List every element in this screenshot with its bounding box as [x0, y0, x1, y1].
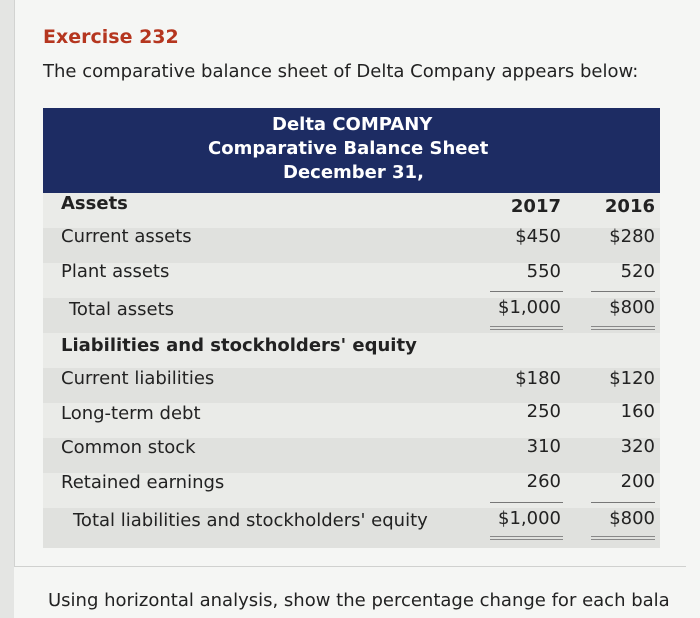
cell-common-stock-2017: 310: [526, 436, 561, 457]
row-label-retained-earnings: Retained earnings: [61, 472, 225, 493]
row-band: [43, 403, 660, 438]
subtotal-rule: [490, 502, 563, 503]
statement-date: December 31,: [283, 162, 424, 183]
question-box: [14, 566, 686, 618]
cell-total-assets-2017: $1,000: [498, 297, 561, 318]
company-name: Delta COMPANY: [272, 114, 433, 135]
year-2017-header: 2017: [510, 196, 561, 217]
cell-long-term-debt-2016: 160: [620, 401, 655, 422]
row-label-total-liabilities-equity: Total liabilities and stockholders' equi…: [73, 510, 428, 531]
cell-current-assets-2017: $450: [515, 226, 561, 247]
balance-sheet-table: Delta COMPANY Comparative Balance Sheet …: [43, 108, 660, 548]
row-label-current-liabilities: Current liabilities: [61, 368, 215, 389]
row-band: [43, 508, 660, 548]
subtotal-rule: [591, 291, 655, 292]
subtotal-rule: [591, 502, 655, 503]
cell-current-liabilities-2017: $180: [515, 368, 561, 389]
row-label-plant-assets: Plant assets: [61, 261, 170, 282]
cell-common-stock-2016: 320: [620, 436, 655, 457]
cell-retained-earnings-2017: 260: [526, 471, 561, 492]
cell-current-liabilities-2016: $120: [609, 368, 655, 389]
liabilities-heading: Liabilities and stockholders' equity: [61, 335, 417, 356]
row-band: [43, 193, 660, 228]
cell-retained-earnings-2016: 200: [620, 471, 655, 492]
row-band: [43, 438, 660, 473]
statement-title: Comparative Balance Sheet: [208, 138, 489, 159]
row-band: [43, 333, 660, 368]
cell-plant-assets-2016: 520: [620, 261, 655, 282]
cell-current-assets-2016: $280: [609, 226, 655, 247]
cell-total-assets-2016: $800: [609, 297, 655, 318]
cell-long-term-debt-2017: 250: [526, 401, 561, 422]
total-double-rule: [490, 536, 563, 540]
total-double-rule: [591, 326, 655, 330]
row-label-current-assets: Current assets: [61, 226, 192, 247]
exercise-page: Exercise 232 The comparative balance she…: [14, 0, 700, 618]
question-prompt: Using horizontal analysis, show the perc…: [48, 590, 670, 611]
subtotal-rule: [490, 291, 563, 292]
row-label-total-assets: Total assets: [69, 299, 175, 320]
row-band: [43, 298, 660, 333]
exercise-title: Exercise 232: [43, 26, 179, 48]
year-2016-header: 2016: [604, 196, 655, 217]
row-band: [43, 263, 660, 298]
cell-total-liabilities-2016: $800: [609, 508, 655, 529]
cell-plant-assets-2017: 550: [526, 261, 561, 282]
row-label-long-term-debt: Long-term debt: [61, 403, 201, 424]
balance-sheet-header: Delta COMPANY Comparative Balance Sheet …: [43, 108, 660, 193]
row-band: [43, 228, 660, 263]
cell-total-liabilities-2017: $1,000: [498, 508, 561, 529]
assets-heading: Assets: [61, 193, 128, 214]
row-label-common-stock: Common stock: [61, 437, 196, 458]
total-double-rule: [490, 326, 563, 330]
exercise-intro: The comparative balance sheet of Delta C…: [43, 61, 639, 82]
total-double-rule: [591, 536, 655, 540]
row-band: [43, 368, 660, 403]
